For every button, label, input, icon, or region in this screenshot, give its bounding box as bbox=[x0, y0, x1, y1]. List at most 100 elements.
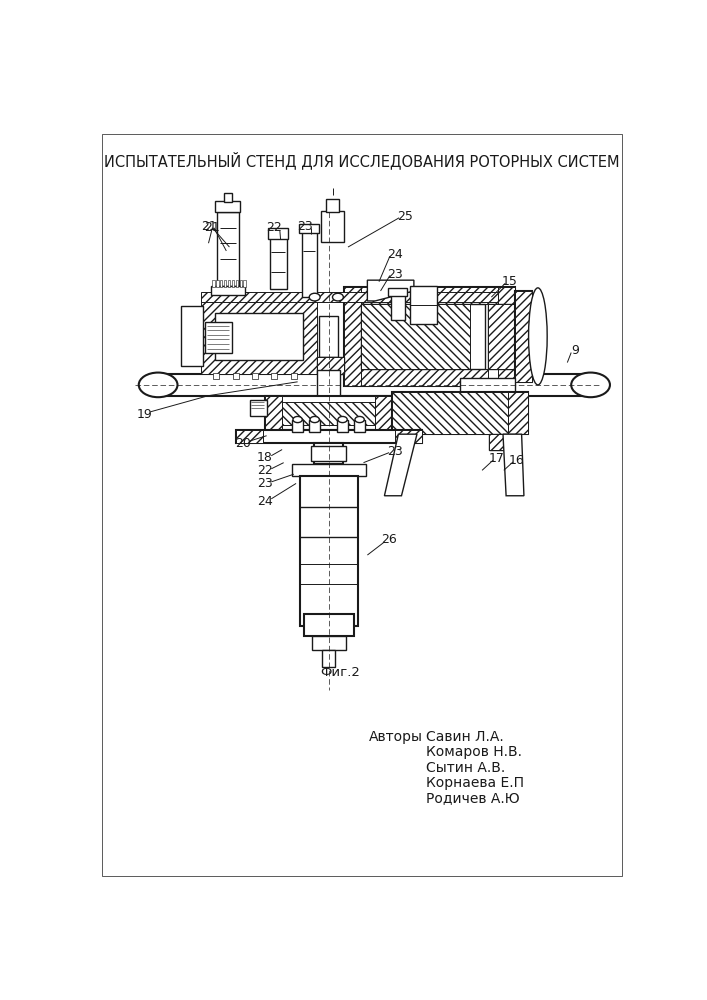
Bar bbox=[301, 232, 317, 297]
Bar bbox=[361, 304, 469, 369]
Bar bbox=[274, 292, 282, 300]
Bar bbox=[250, 400, 267, 416]
Text: Савин Л.А.: Савин Л.А. bbox=[426, 730, 503, 744]
Text: 22: 22 bbox=[267, 221, 282, 234]
Bar bbox=[252, 373, 258, 379]
Bar bbox=[304, 614, 354, 636]
Bar bbox=[291, 373, 297, 379]
Bar bbox=[292, 464, 366, 476]
Bar bbox=[344, 287, 361, 386]
Bar bbox=[391, 289, 404, 320]
Bar bbox=[268, 228, 288, 239]
Bar bbox=[235, 280, 238, 287]
Bar bbox=[460, 378, 515, 392]
Ellipse shape bbox=[332, 293, 344, 301]
Bar bbox=[282, 402, 375, 425]
Bar bbox=[232, 280, 234, 287]
Bar bbox=[212, 280, 215, 287]
Text: 24: 24 bbox=[387, 248, 402, 261]
Bar bbox=[489, 434, 516, 450]
Polygon shape bbox=[503, 434, 524, 496]
Bar bbox=[243, 292, 251, 300]
Text: Корнаева Е.П: Корнаева Е.П bbox=[426, 776, 523, 790]
Text: 24: 24 bbox=[257, 495, 273, 508]
Bar bbox=[213, 373, 219, 379]
Text: 19: 19 bbox=[136, 408, 152, 421]
Bar bbox=[182, 306, 203, 366]
Bar bbox=[224, 193, 232, 202]
Bar bbox=[243, 280, 246, 287]
Bar bbox=[515, 291, 532, 382]
Text: 18: 18 bbox=[257, 451, 273, 464]
Bar bbox=[395, 430, 421, 443]
Bar bbox=[317, 357, 344, 374]
Bar bbox=[212, 292, 220, 300]
Bar bbox=[300, 476, 358, 626]
Bar bbox=[498, 287, 515, 386]
Polygon shape bbox=[385, 434, 417, 496]
Bar bbox=[317, 370, 340, 400]
Text: 17: 17 bbox=[489, 452, 505, 465]
Ellipse shape bbox=[355, 416, 364, 423]
Ellipse shape bbox=[571, 373, 610, 397]
Bar bbox=[354, 420, 365, 432]
Text: Авторы: Авторы bbox=[369, 730, 423, 744]
Ellipse shape bbox=[139, 373, 177, 397]
Bar bbox=[233, 373, 239, 379]
Polygon shape bbox=[368, 280, 414, 301]
Bar bbox=[220, 280, 223, 287]
Bar bbox=[488, 304, 515, 369]
Text: Комаров Н.В.: Комаров Н.В. bbox=[426, 745, 522, 759]
Text: Фиг.2: Фиг.2 bbox=[320, 666, 360, 679]
Text: 21: 21 bbox=[201, 220, 216, 233]
Ellipse shape bbox=[310, 416, 320, 423]
Text: 23: 23 bbox=[387, 267, 402, 280]
Bar bbox=[204, 322, 232, 353]
Bar bbox=[265, 396, 392, 430]
Ellipse shape bbox=[293, 416, 303, 423]
Bar bbox=[201, 292, 498, 302]
Text: Родичев А.Ю: Родичев А.Ю bbox=[426, 791, 519, 805]
Text: 23: 23 bbox=[257, 477, 273, 490]
Bar bbox=[392, 392, 508, 434]
Bar bbox=[271, 373, 277, 379]
Bar bbox=[259, 292, 267, 300]
Bar bbox=[292, 420, 303, 432]
Bar bbox=[337, 420, 348, 432]
Bar bbox=[228, 280, 230, 287]
Bar bbox=[489, 434, 516, 450]
Bar bbox=[312, 636, 346, 650]
Bar bbox=[392, 392, 528, 434]
Bar bbox=[265, 396, 282, 430]
Ellipse shape bbox=[338, 416, 347, 423]
Text: 26: 26 bbox=[381, 533, 397, 546]
Text: 15: 15 bbox=[502, 275, 518, 288]
Bar bbox=[216, 280, 218, 287]
Bar bbox=[299, 224, 320, 233]
Bar bbox=[182, 306, 203, 366]
Text: 25: 25 bbox=[397, 210, 412, 223]
Text: 9: 9 bbox=[571, 344, 579, 358]
Bar bbox=[224, 280, 226, 287]
Bar bbox=[320, 316, 338, 357]
Bar bbox=[488, 304, 515, 369]
Bar bbox=[344, 287, 515, 304]
Bar bbox=[228, 292, 235, 300]
Bar bbox=[211, 286, 245, 295]
Bar bbox=[235, 430, 263, 443]
Text: 23: 23 bbox=[298, 220, 313, 233]
Ellipse shape bbox=[529, 288, 547, 385]
Bar bbox=[322, 650, 335, 667]
Bar bbox=[344, 369, 488, 386]
Bar bbox=[508, 392, 528, 434]
Ellipse shape bbox=[309, 293, 320, 301]
Bar bbox=[410, 286, 437, 324]
Bar bbox=[216, 201, 240, 212]
Text: ИСПЫТАТЕЛЬНЫЙ СТЕНД ДЛЯ ИССЛЕДОВАНИЯ РОТОРНЫХ СИСТЕМ: ИСПЫТАТЕЛЬНЫЙ СТЕНД ДЛЯ ИССЛЕДОВАНИЯ РОТ… bbox=[104, 151, 620, 169]
Bar bbox=[240, 280, 242, 287]
Bar bbox=[344, 287, 515, 386]
Bar bbox=[388, 288, 407, 296]
Text: 20: 20 bbox=[235, 437, 251, 450]
Text: 22: 22 bbox=[257, 464, 273, 477]
Bar bbox=[166, 374, 585, 396]
